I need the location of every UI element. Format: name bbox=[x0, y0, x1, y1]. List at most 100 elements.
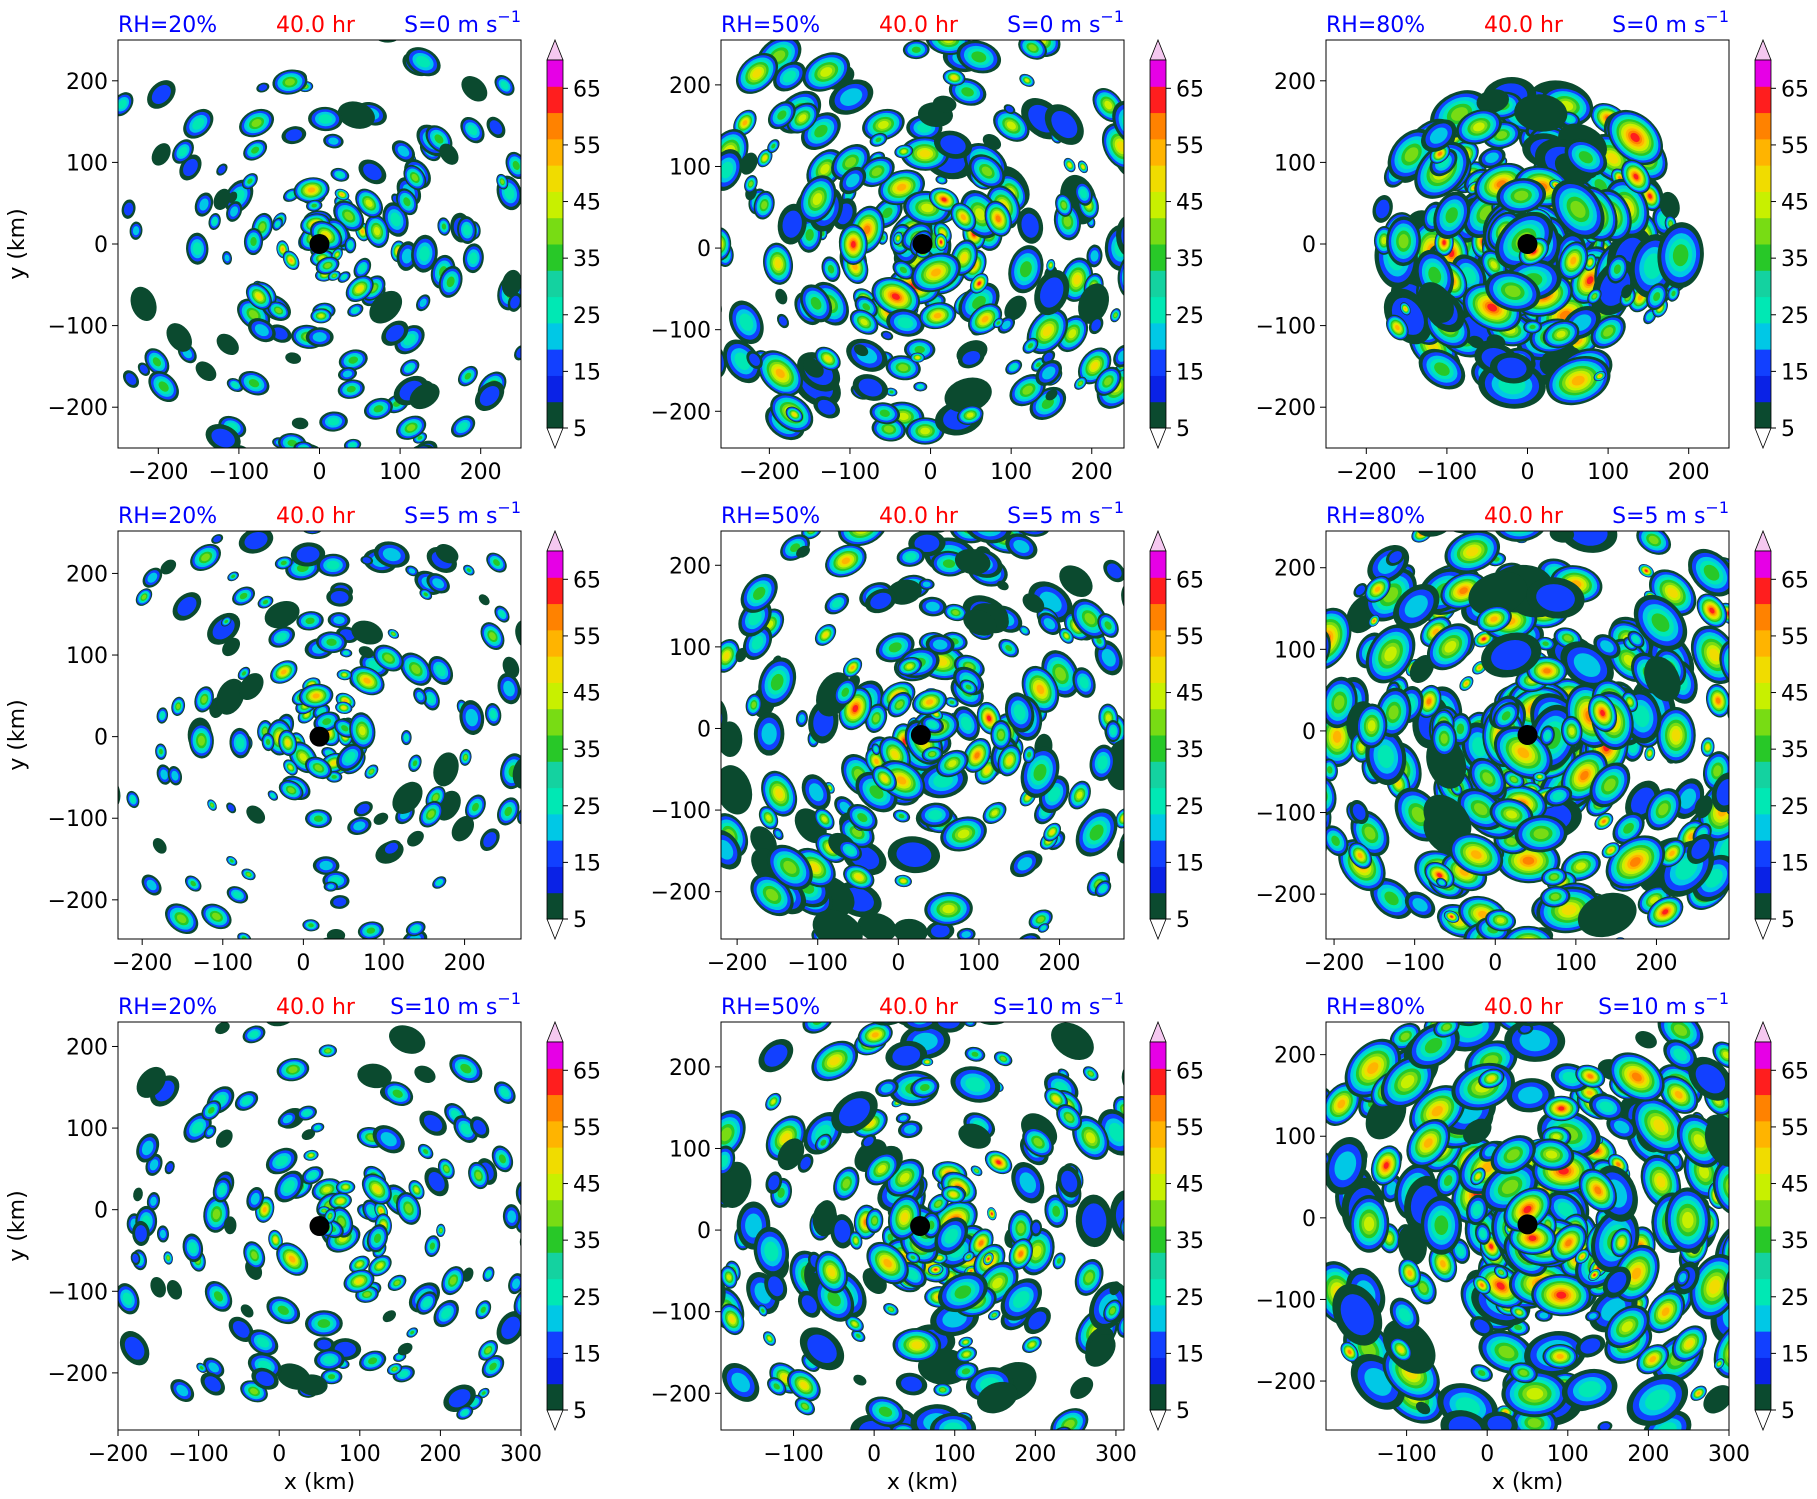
colorbar: 5 15 25 35 45 55 65 bbox=[546, 1020, 601, 1432]
x-tick-label: −100 bbox=[820, 460, 880, 485]
colorbar-tick-label: 65 bbox=[1176, 1059, 1204, 1084]
x-tick-label: 200 bbox=[1635, 951, 1677, 976]
y-tick-label: 0 bbox=[1302, 1207, 1316, 1232]
y-tick-label: −100 bbox=[48, 1280, 108, 1305]
colorbar-tick-label: 5 bbox=[1781, 908, 1795, 933]
colorbar-tick-label: 5 bbox=[1176, 1399, 1190, 1424]
panel-6: 200 100 0 −100 −200 −200 −100 0 100 200 RH=80% 40.0… bbox=[1256, 498, 1809, 976]
colorbar-tick-label: 55 bbox=[1781, 1116, 1809, 1141]
colorbar-tick-label: 5 bbox=[573, 908, 587, 933]
x-tick-label: −100 bbox=[193, 951, 253, 976]
x-tick-label: 200 bbox=[419, 1442, 461, 1467]
colorbar-tick-label: 15 bbox=[573, 851, 601, 876]
x-tick-label: 100 bbox=[379, 460, 421, 485]
x-tick-label: −200 bbox=[1336, 460, 1396, 485]
colorbar-tick-label: 15 bbox=[1176, 1342, 1204, 1367]
y-tick-label: 200 bbox=[1274, 1044, 1316, 1069]
y-axis-label: y (km) bbox=[5, 699, 30, 770]
x-tick-label: −100 bbox=[209, 460, 269, 485]
colorbar-tick-label: 35 bbox=[1176, 1229, 1204, 1254]
x-tick-label: 100 bbox=[363, 951, 405, 976]
x-tick-label: 0 bbox=[1521, 460, 1535, 485]
y-tick-label: 100 bbox=[1274, 638, 1316, 663]
colorbar-tick-label: 45 bbox=[1176, 1173, 1204, 1198]
colorbar-tick-label: 35 bbox=[1176, 738, 1204, 763]
x-tick-label: 300 bbox=[1708, 1442, 1750, 1467]
colorbar-tick-label: 25 bbox=[573, 795, 601, 820]
panel-4: 200 100 0 −100 −200 −200 −100 0 100 200 RH=20% 40.0… bbox=[48, 498, 601, 976]
panel-frame bbox=[117, 530, 522, 940]
panel-title-shear: S=10 m s−1 bbox=[993, 989, 1124, 1020]
panel-title-shear: S=5 m s−1 bbox=[1007, 498, 1124, 529]
x-tick-label: 100 bbox=[1555, 951, 1597, 976]
panel-title-shear: S=10 m s−1 bbox=[1598, 989, 1729, 1020]
y-tick-label: −200 bbox=[48, 889, 108, 914]
y-tick-label: 100 bbox=[669, 1137, 711, 1162]
storm-center-marker bbox=[1517, 234, 1538, 254]
y-tick-label: 200 bbox=[669, 74, 711, 99]
y-tick-label: 0 bbox=[1302, 720, 1316, 745]
storm-center-marker bbox=[1517, 1214, 1538, 1235]
x-tick-label: 200 bbox=[1014, 1442, 1056, 1467]
colorbar-tick-label: 65 bbox=[1781, 1059, 1809, 1084]
y-tick-label: −100 bbox=[651, 319, 711, 344]
colorbar-tick-label: 55 bbox=[1781, 625, 1809, 650]
x-tick-label: 0 bbox=[1488, 951, 1502, 976]
panel-title-time: 40.0 hr bbox=[1484, 504, 1564, 529]
y-tick-label: −200 bbox=[1256, 396, 1316, 421]
panel-title-rh: RH=20% bbox=[118, 995, 217, 1020]
colorbar-tick-label: 65 bbox=[1781, 568, 1809, 593]
colorbar-tick-label: 65 bbox=[1176, 568, 1204, 593]
colorbar: 5 15 25 35 45 55 65 bbox=[1754, 529, 1809, 941]
y-tick-label: −100 bbox=[48, 315, 108, 340]
x-tick-label: 100 bbox=[339, 1442, 381, 1467]
x-tick-label: −100 bbox=[1384, 951, 1444, 976]
colorbar-tick-label: 65 bbox=[573, 568, 601, 593]
x-tick-label: 200 bbox=[460, 460, 502, 485]
panel-frame bbox=[720, 39, 1125, 449]
x-tick-label: 200 bbox=[444, 951, 486, 976]
y-tick-label: 0 bbox=[697, 237, 711, 262]
colorbar-tick-label: 15 bbox=[573, 1342, 601, 1367]
y-tick-label: 200 bbox=[66, 70, 108, 95]
y-tick-label: 0 bbox=[94, 726, 108, 751]
x-tick-label: −100 bbox=[1376, 1442, 1436, 1467]
x-tick-label: 0 bbox=[313, 460, 327, 485]
colorbar-tick-label: 35 bbox=[573, 247, 601, 272]
x-axis-label: x (km) bbox=[1492, 1470, 1563, 1495]
y-tick-label: 200 bbox=[66, 1035, 108, 1060]
colorbar-tick-label: 25 bbox=[1781, 1286, 1809, 1311]
panel-title-time: 40.0 hr bbox=[879, 504, 959, 529]
panel-title-rh: RH=20% bbox=[118, 504, 217, 529]
y-tick-label: 100 bbox=[66, 644, 108, 669]
y-tick-label: 100 bbox=[66, 151, 108, 176]
y-tick-label: 200 bbox=[66, 562, 108, 587]
colorbar-tick-label: 15 bbox=[1176, 360, 1204, 385]
colorbar-tick-label: 45 bbox=[1176, 682, 1204, 707]
y-tick-label: −200 bbox=[651, 1382, 711, 1407]
y-tick-label: −200 bbox=[1256, 883, 1316, 908]
storm-center-marker bbox=[912, 234, 933, 254]
panel-title-time: 40.0 hr bbox=[879, 995, 959, 1020]
colorbar-tick-label: 25 bbox=[1176, 304, 1204, 329]
colorbar: 5 15 25 35 45 55 65 bbox=[1149, 529, 1204, 941]
y-tick-label: −100 bbox=[1256, 315, 1316, 340]
panel-1: 200 100 0 −100 −200 −200 −100 0 100 200 RH=20% 40.0… bbox=[48, 7, 601, 485]
colorbar-tick-label: 5 bbox=[1176, 908, 1190, 933]
reflectivity-field bbox=[1326, 531, 1729, 939]
colorbar-tick-label: 5 bbox=[1176, 417, 1190, 442]
panel-title-time: 40.0 hr bbox=[276, 13, 356, 38]
x-tick-label: −200 bbox=[88, 1442, 148, 1467]
panel-2: 200 100 0 −100 −200 −200 −100 0 100 200 RH=50% 40.0… bbox=[651, 7, 1204, 485]
x-tick-label: 0 bbox=[891, 951, 905, 976]
colorbar-tick-label: 15 bbox=[1176, 851, 1204, 876]
colorbar-tick-label: 15 bbox=[573, 360, 601, 385]
panel-title-time: 40.0 hr bbox=[276, 995, 356, 1020]
panel-title-time: 40.0 hr bbox=[276, 504, 356, 529]
colorbar-tick-label: 65 bbox=[1176, 77, 1204, 102]
y-axis-label: y (km) bbox=[5, 208, 30, 279]
panel-title-shear: S=10 m s−1 bbox=[390, 989, 521, 1020]
y-tick-label: 100 bbox=[669, 155, 711, 180]
panel-title-rh: RH=80% bbox=[1326, 13, 1425, 38]
y-tick-label: 0 bbox=[94, 233, 108, 258]
